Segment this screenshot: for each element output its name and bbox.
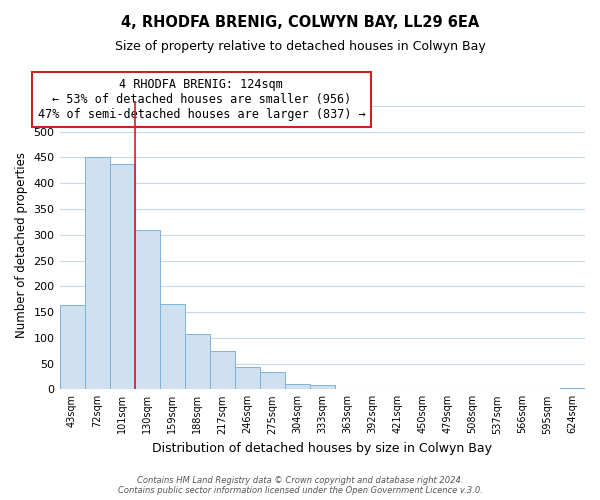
Bar <box>160 304 185 390</box>
Text: 4 RHODFA BRENIG: 124sqm
← 53% of detached houses are smaller (956)
47% of semi-d: 4 RHODFA BRENIG: 124sqm ← 53% of detache… <box>38 78 365 120</box>
Y-axis label: Number of detached properties: Number of detached properties <box>15 152 28 338</box>
X-axis label: Distribution of detached houses by size in Colwyn Bay: Distribution of detached houses by size … <box>152 442 492 455</box>
Bar <box>335 389 360 390</box>
Bar <box>235 367 260 390</box>
Bar <box>110 164 134 390</box>
Bar <box>285 384 310 390</box>
Bar <box>85 158 110 390</box>
Bar <box>560 388 585 390</box>
Bar <box>59 306 85 390</box>
Text: Contains HM Land Registry data © Crown copyright and database right 2024.
Contai: Contains HM Land Registry data © Crown c… <box>118 476 482 495</box>
Bar <box>134 230 160 390</box>
Bar <box>310 385 335 390</box>
Bar <box>360 389 385 390</box>
Text: 4, RHODFA BRENIG, COLWYN BAY, LL29 6EA: 4, RHODFA BRENIG, COLWYN BAY, LL29 6EA <box>121 15 479 30</box>
Text: Size of property relative to detached houses in Colwyn Bay: Size of property relative to detached ho… <box>115 40 485 53</box>
Bar <box>209 350 235 390</box>
Bar <box>185 334 209 390</box>
Bar <box>260 372 285 390</box>
